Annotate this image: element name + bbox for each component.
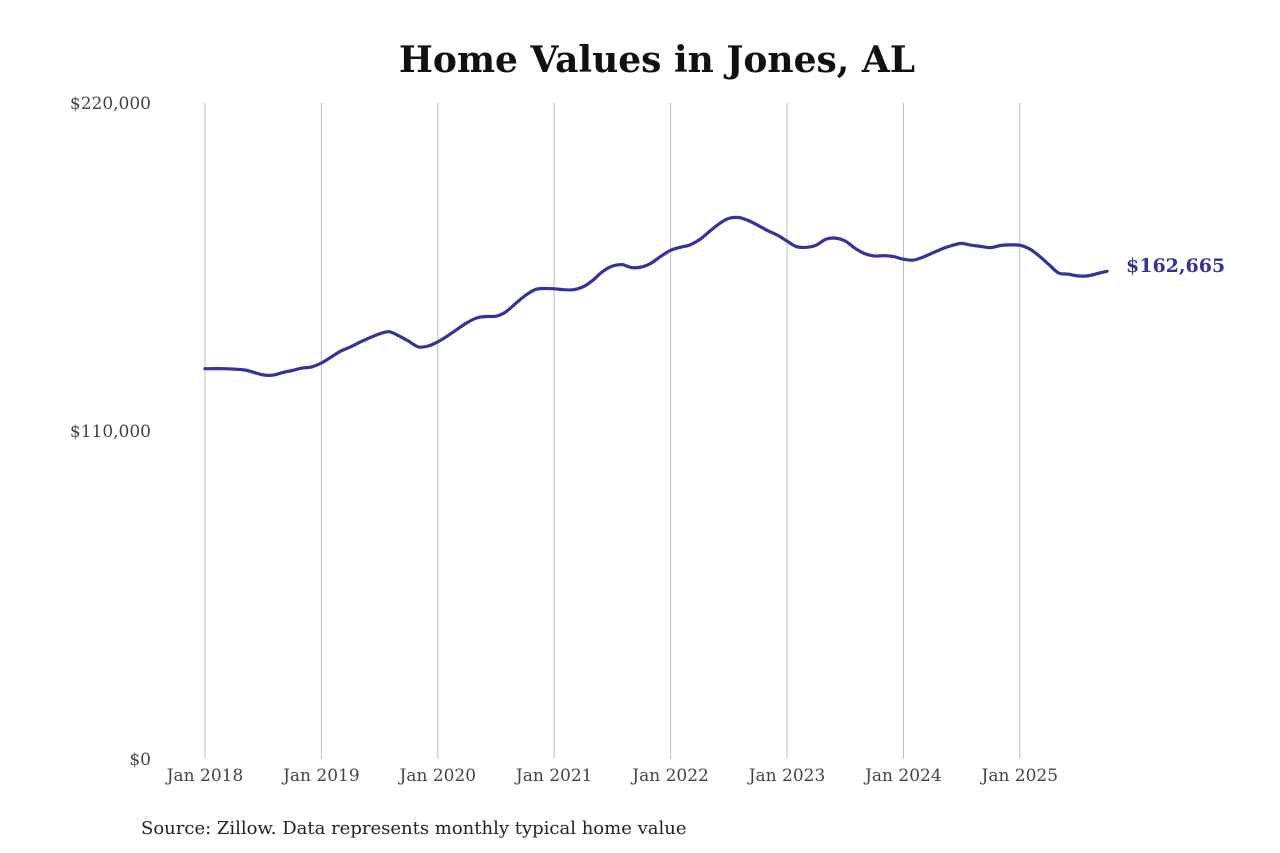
x-tick-label: Jan 2021	[514, 766, 593, 786]
y-tick-label: $220,000	[70, 94, 151, 114]
x-tick-label: Jan 2022	[630, 766, 709, 786]
source-note: Source: Zillow. Data represents monthly …	[141, 818, 687, 839]
x-tick-label: Jan 2023	[747, 766, 826, 786]
x-tick-label: Jan 2025	[980, 766, 1059, 786]
x-tick-label: Jan 2020	[398, 766, 477, 786]
x-axis-ticks: Jan 2018 Jan 2019 Jan 2020 Jan 2021 Jan 2022…	[165, 766, 1058, 786]
y-tick-label: $0	[129, 750, 151, 770]
y-axis-ticks: $0 $110,000 $220,000	[70, 94, 151, 770]
x-tick-label: Jan 2019	[281, 766, 360, 786]
grid-lines	[204, 103, 1021, 759]
x-tick-label: Jan 2018	[165, 766, 244, 786]
chart-title: Home Values in Jones, AL	[399, 39, 915, 81]
home-value-series-line	[203, 215, 1109, 378]
y-tick-label: $110,000	[70, 422, 151, 442]
latest-value-label: $162,665	[1126, 255, 1225, 277]
x-tick-label: Jan 2024	[863, 766, 942, 786]
